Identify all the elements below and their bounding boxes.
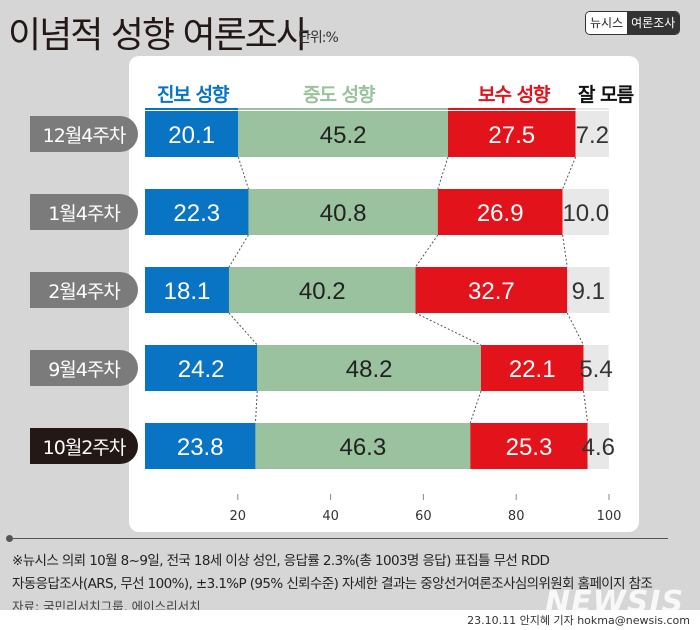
bar-segment <box>562 189 609 235</box>
legend-underline <box>447 108 576 110</box>
bar-segment <box>480 345 584 391</box>
row-label: 1월4주차 <box>30 194 138 230</box>
data-label: 27.5 <box>488 122 535 149</box>
bar-segment <box>238 111 448 157</box>
connector-line <box>437 156 449 190</box>
data-label: 45.2 <box>320 122 367 149</box>
data-label: 40.2 <box>299 278 346 305</box>
survey-note-2: 자동응답조사(ARS, 무선 100%), ±3.1%P (95% 신뢰수준) … <box>12 576 653 592</box>
row-label: 10월2주차 <box>30 428 138 464</box>
bar-segment <box>145 345 258 391</box>
connector-line <box>415 234 439 268</box>
data-label: 7.2 <box>576 122 609 149</box>
data-label: 4.6 <box>582 434 615 461</box>
brand-badge: 뉴시스 여론조사 <box>585 11 681 35</box>
data-label: 26.9 <box>477 200 524 227</box>
divider <box>8 538 668 539</box>
legend-conservative: 보수 성향 <box>478 84 551 106</box>
data-label: 23.8 <box>177 434 224 461</box>
x-tick-label: 80 <box>508 509 525 524</box>
legend-underline <box>238 108 448 110</box>
data-label: 22.3 <box>173 200 220 227</box>
data-label: 22.1 <box>509 356 556 383</box>
row-label: 2월4주차 <box>30 272 138 308</box>
bar-segment <box>248 189 438 235</box>
bar-segment <box>255 423 471 469</box>
survey-note-1: ※뉴시스 의뢰 10월 8~9일, 전국 18세 이상 성인, 응답률 2.3%… <box>12 553 550 569</box>
bar-segment <box>145 111 239 157</box>
data-label: 25.3 <box>506 434 553 461</box>
legend-unknown: 잘 모름 <box>578 84 634 106</box>
data-label: 32.7 <box>468 278 515 305</box>
connector-line <box>228 312 258 346</box>
data-label: 20.1 <box>168 122 215 149</box>
brand-left: 뉴시스 <box>586 12 628 34</box>
connector-line <box>415 312 482 346</box>
bar-segment <box>145 423 256 469</box>
data-label: 46.3 <box>339 434 386 461</box>
bar-segment <box>145 189 249 235</box>
bar-segment <box>447 111 576 157</box>
connector-line <box>562 234 568 268</box>
row-label: 12월4주차 <box>30 116 138 152</box>
bar-segment <box>567 267 610 313</box>
brand-right: 여론조사 <box>627 12 680 34</box>
connector-line <box>582 390 589 424</box>
data-label: 9.1 <box>572 278 605 305</box>
data-label: 10.0 <box>562 200 609 227</box>
data-label: 5.4 <box>579 356 612 383</box>
bar-segment <box>415 267 568 313</box>
bar-segment <box>587 423 609 469</box>
connector-line <box>566 312 584 346</box>
newsis-logo: NEWSIS <box>545 585 685 620</box>
page-title: 이념적 성향 여론조사 <box>8 15 309 56</box>
x-tick-label: 60 <box>415 509 432 524</box>
bar-segment <box>470 423 588 469</box>
connector-line <box>237 156 249 190</box>
bar-segment <box>575 111 609 157</box>
legend-underline <box>575 108 609 110</box>
bar-segment <box>228 267 416 313</box>
data-label: 24.2 <box>178 356 225 383</box>
x-tick-label: 20 <box>230 509 247 524</box>
legend-underline <box>145 108 239 110</box>
bar-segment <box>257 345 481 391</box>
legend-moderate: 중도 성향 <box>303 84 376 106</box>
unit-label: 단위:% <box>298 30 339 46</box>
x-tick-label: 40 <box>322 509 339 524</box>
bar-segment <box>437 189 563 235</box>
footer <box>0 610 700 630</box>
row-label: 9월4주차 <box>30 350 138 386</box>
bar-segment <box>583 345 609 391</box>
data-label: 40.8 <box>320 200 367 227</box>
data-label: 18.1 <box>164 278 211 305</box>
legend-progressive: 진보 성향 <box>157 84 230 106</box>
x-tick-label: 100 <box>597 509 622 524</box>
connector-line <box>469 390 482 424</box>
connector-line <box>254 390 258 424</box>
data-label: 48.2 <box>346 356 393 383</box>
connector-line <box>562 156 577 190</box>
connector-line <box>228 234 249 268</box>
credit: 23.10.11 안지혜 기자 hokma@newsis.com <box>467 614 690 627</box>
bar-segment <box>145 267 229 313</box>
